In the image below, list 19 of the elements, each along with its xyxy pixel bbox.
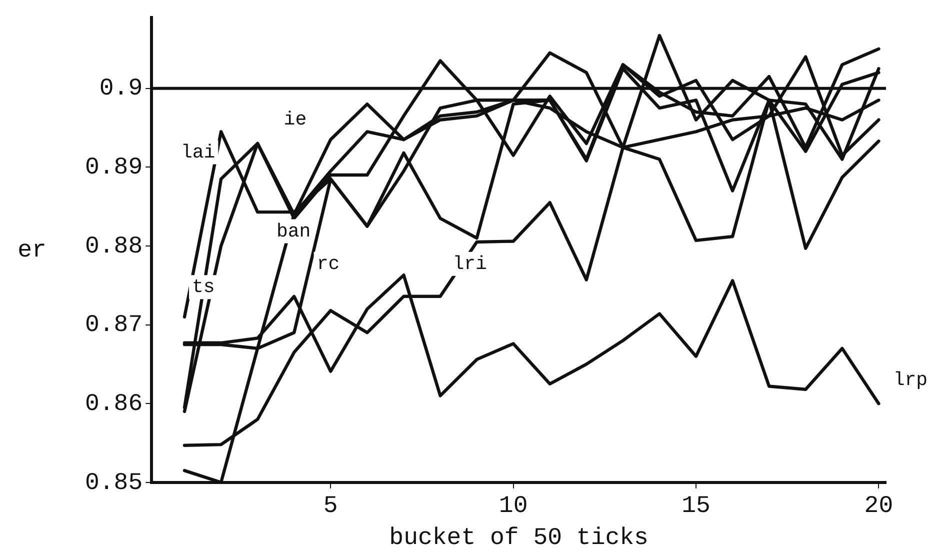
x-axis-title: bucket of 50 ticks (389, 524, 648, 552)
series-label: ban (276, 220, 311, 242)
y-tick-label: 0.9 (99, 76, 143, 103)
y-tick-label: 0.88 (85, 233, 143, 260)
series-label: ie (284, 108, 307, 131)
series-label: rc (316, 252, 340, 275)
series-label: ts (192, 276, 215, 298)
x-tick-label: 15 (682, 493, 710, 520)
y-tick-label: 0.86 (85, 390, 143, 418)
series-label: lri (452, 252, 487, 275)
y-axis-title: er (18, 237, 46, 264)
x-tick-label: 20 (864, 493, 894, 520)
series-label: lrp (893, 369, 928, 392)
series-label: lai (180, 141, 216, 164)
x-tick-label: 10 (498, 493, 528, 520)
x-tick-label: 5 (323, 493, 338, 520)
y-tick-label: 0.89 (85, 154, 143, 182)
y-tick-label: 0.85 (85, 470, 143, 497)
y-tick-label: 0.87 (85, 312, 143, 340)
